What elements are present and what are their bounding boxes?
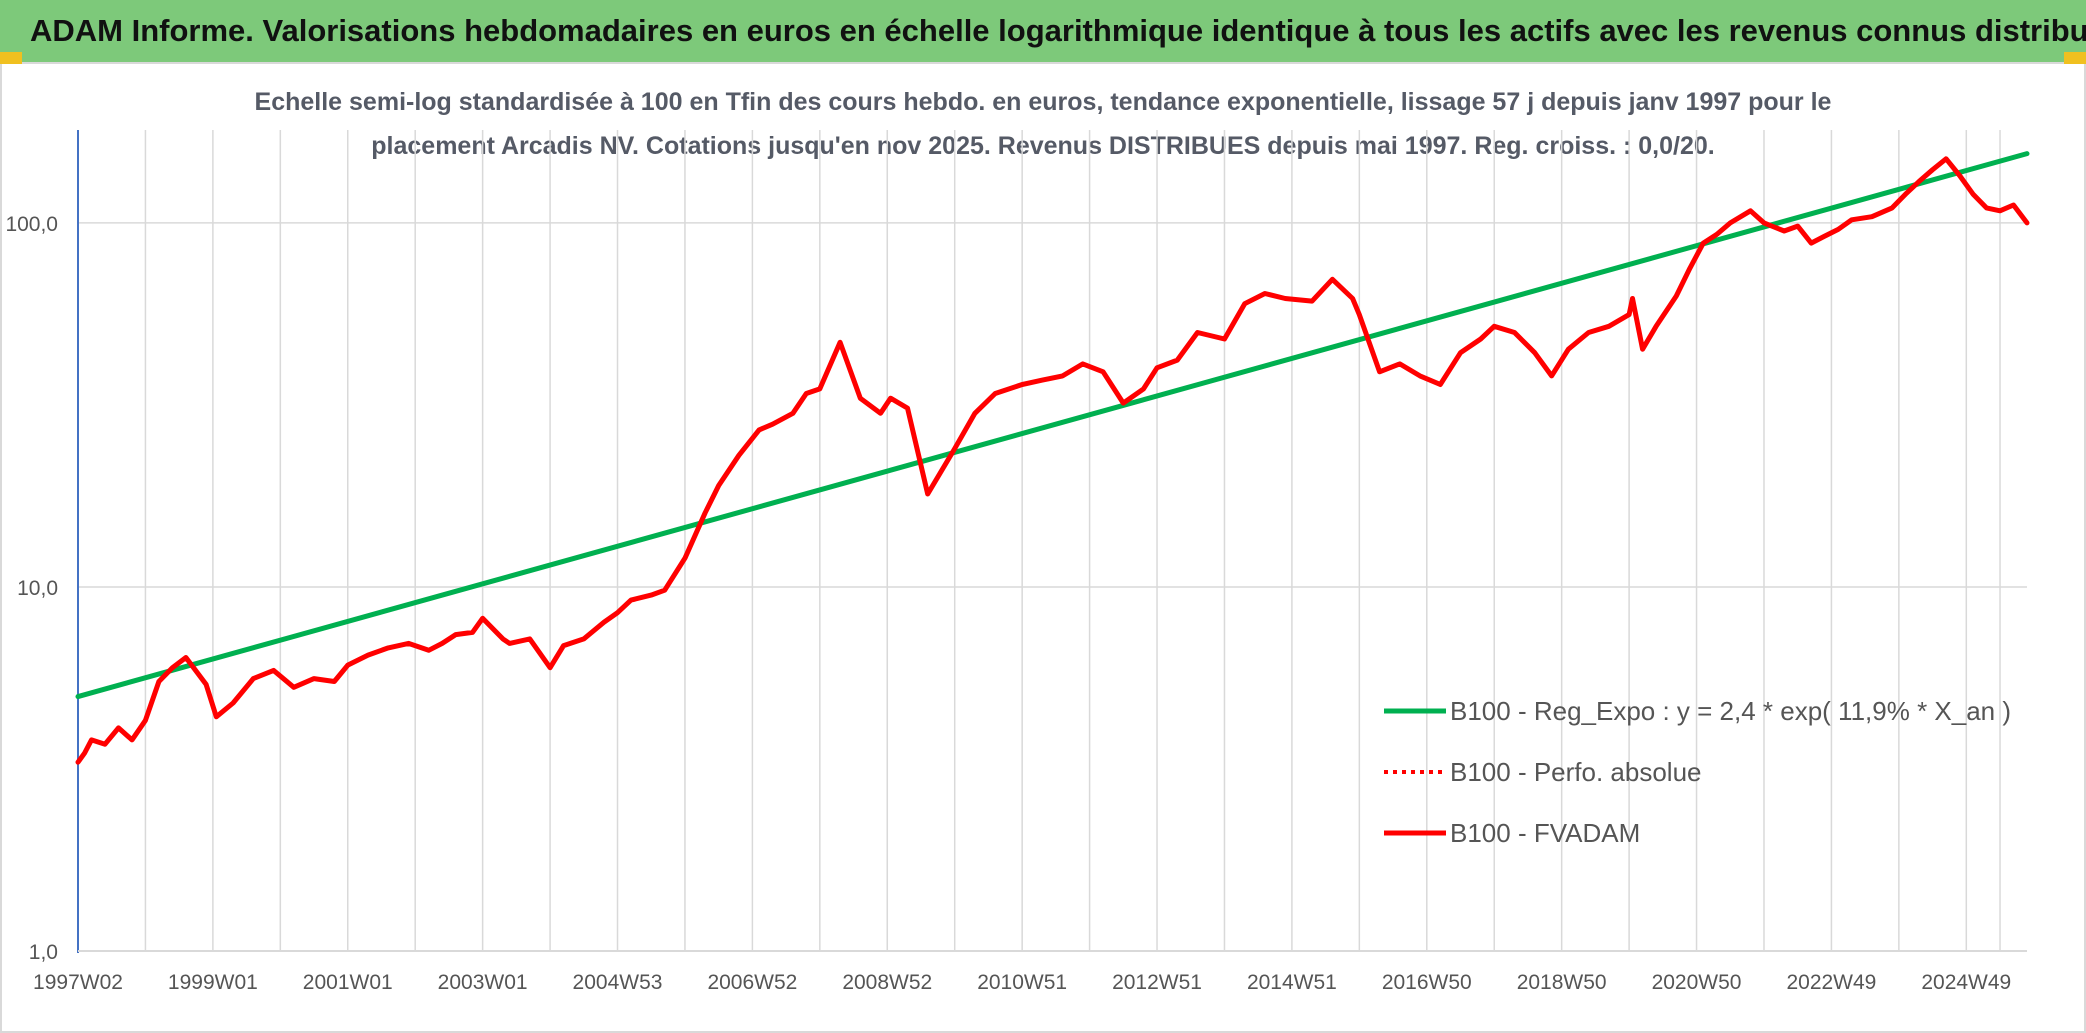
x-tick-label: 2016W50 — [1382, 971, 1472, 994]
report-title-text: ADAM Informe. Valorisations hebdomadaire… — [30, 13, 2086, 48]
y-tick-label: 10,0 — [17, 577, 58, 600]
x-tick-label: 2024W49 — [1921, 971, 2011, 994]
legend-label-1: B100 - Perfo. absolue — [1450, 757, 1702, 787]
series-line-0 — [75, 151, 2030, 700]
tick-labels: 1,0 10,0 100,0 1997W02 1999W01 2001W01 2003W01… — [5, 213, 2011, 994]
report-title: ADAM Informe. Valorisations hebdomadaire… — [0, 0, 2086, 62]
x-tick-label: 2020W50 — [1652, 971, 1742, 994]
x-tick-label: 1997W02 — [33, 971, 123, 994]
series-lines — [75, 151, 2030, 765]
legend-label-2: B100 - FVADAM — [1450, 818, 1640, 848]
x-tick-label: 2006W52 — [707, 971, 797, 994]
y-tick-label: 1,0 — [29, 941, 58, 964]
x-tick-label: 1999W01 — [168, 971, 258, 994]
chart-subtitle-line1: Echelle semi-log standardisée à 100 en T… — [254, 88, 1832, 116]
x-tick-label: 2018W50 — [1517, 971, 1607, 994]
series-line-2 — [75, 156, 2030, 765]
corner-marker-left — [0, 52, 22, 64]
chart-subtitle-line2: placement Arcadis NV. Cotations jusqu'en… — [371, 132, 1715, 160]
y-tick-label: 100,0 — [5, 213, 58, 236]
axes — [77, 130, 2027, 953]
grid-lines — [78, 130, 2027, 952]
x-tick-label: 2012W51 — [1112, 971, 1202, 994]
corner-marker-right — [2064, 52, 2086, 64]
x-tick-label: 2014W51 — [1247, 971, 1337, 994]
legend-label-0: B100 - Reg_Expo : y = 2,4 * exp( 11,9% *… — [1450, 696, 2011, 726]
legend: B100 - Reg_Expo : y = 2,4 * exp( 11,9% *… — [1384, 696, 2011, 848]
x-tick-label: 2001W01 — [303, 971, 393, 994]
x-tick-label: 2022W49 — [1786, 971, 1876, 994]
x-tick-label: 2003W01 — [438, 971, 528, 994]
x-tick-label: 2004W53 — [573, 971, 663, 994]
x-tick-label: 2010W51 — [977, 971, 1067, 994]
x-tick-label: 2008W52 — [842, 971, 932, 994]
